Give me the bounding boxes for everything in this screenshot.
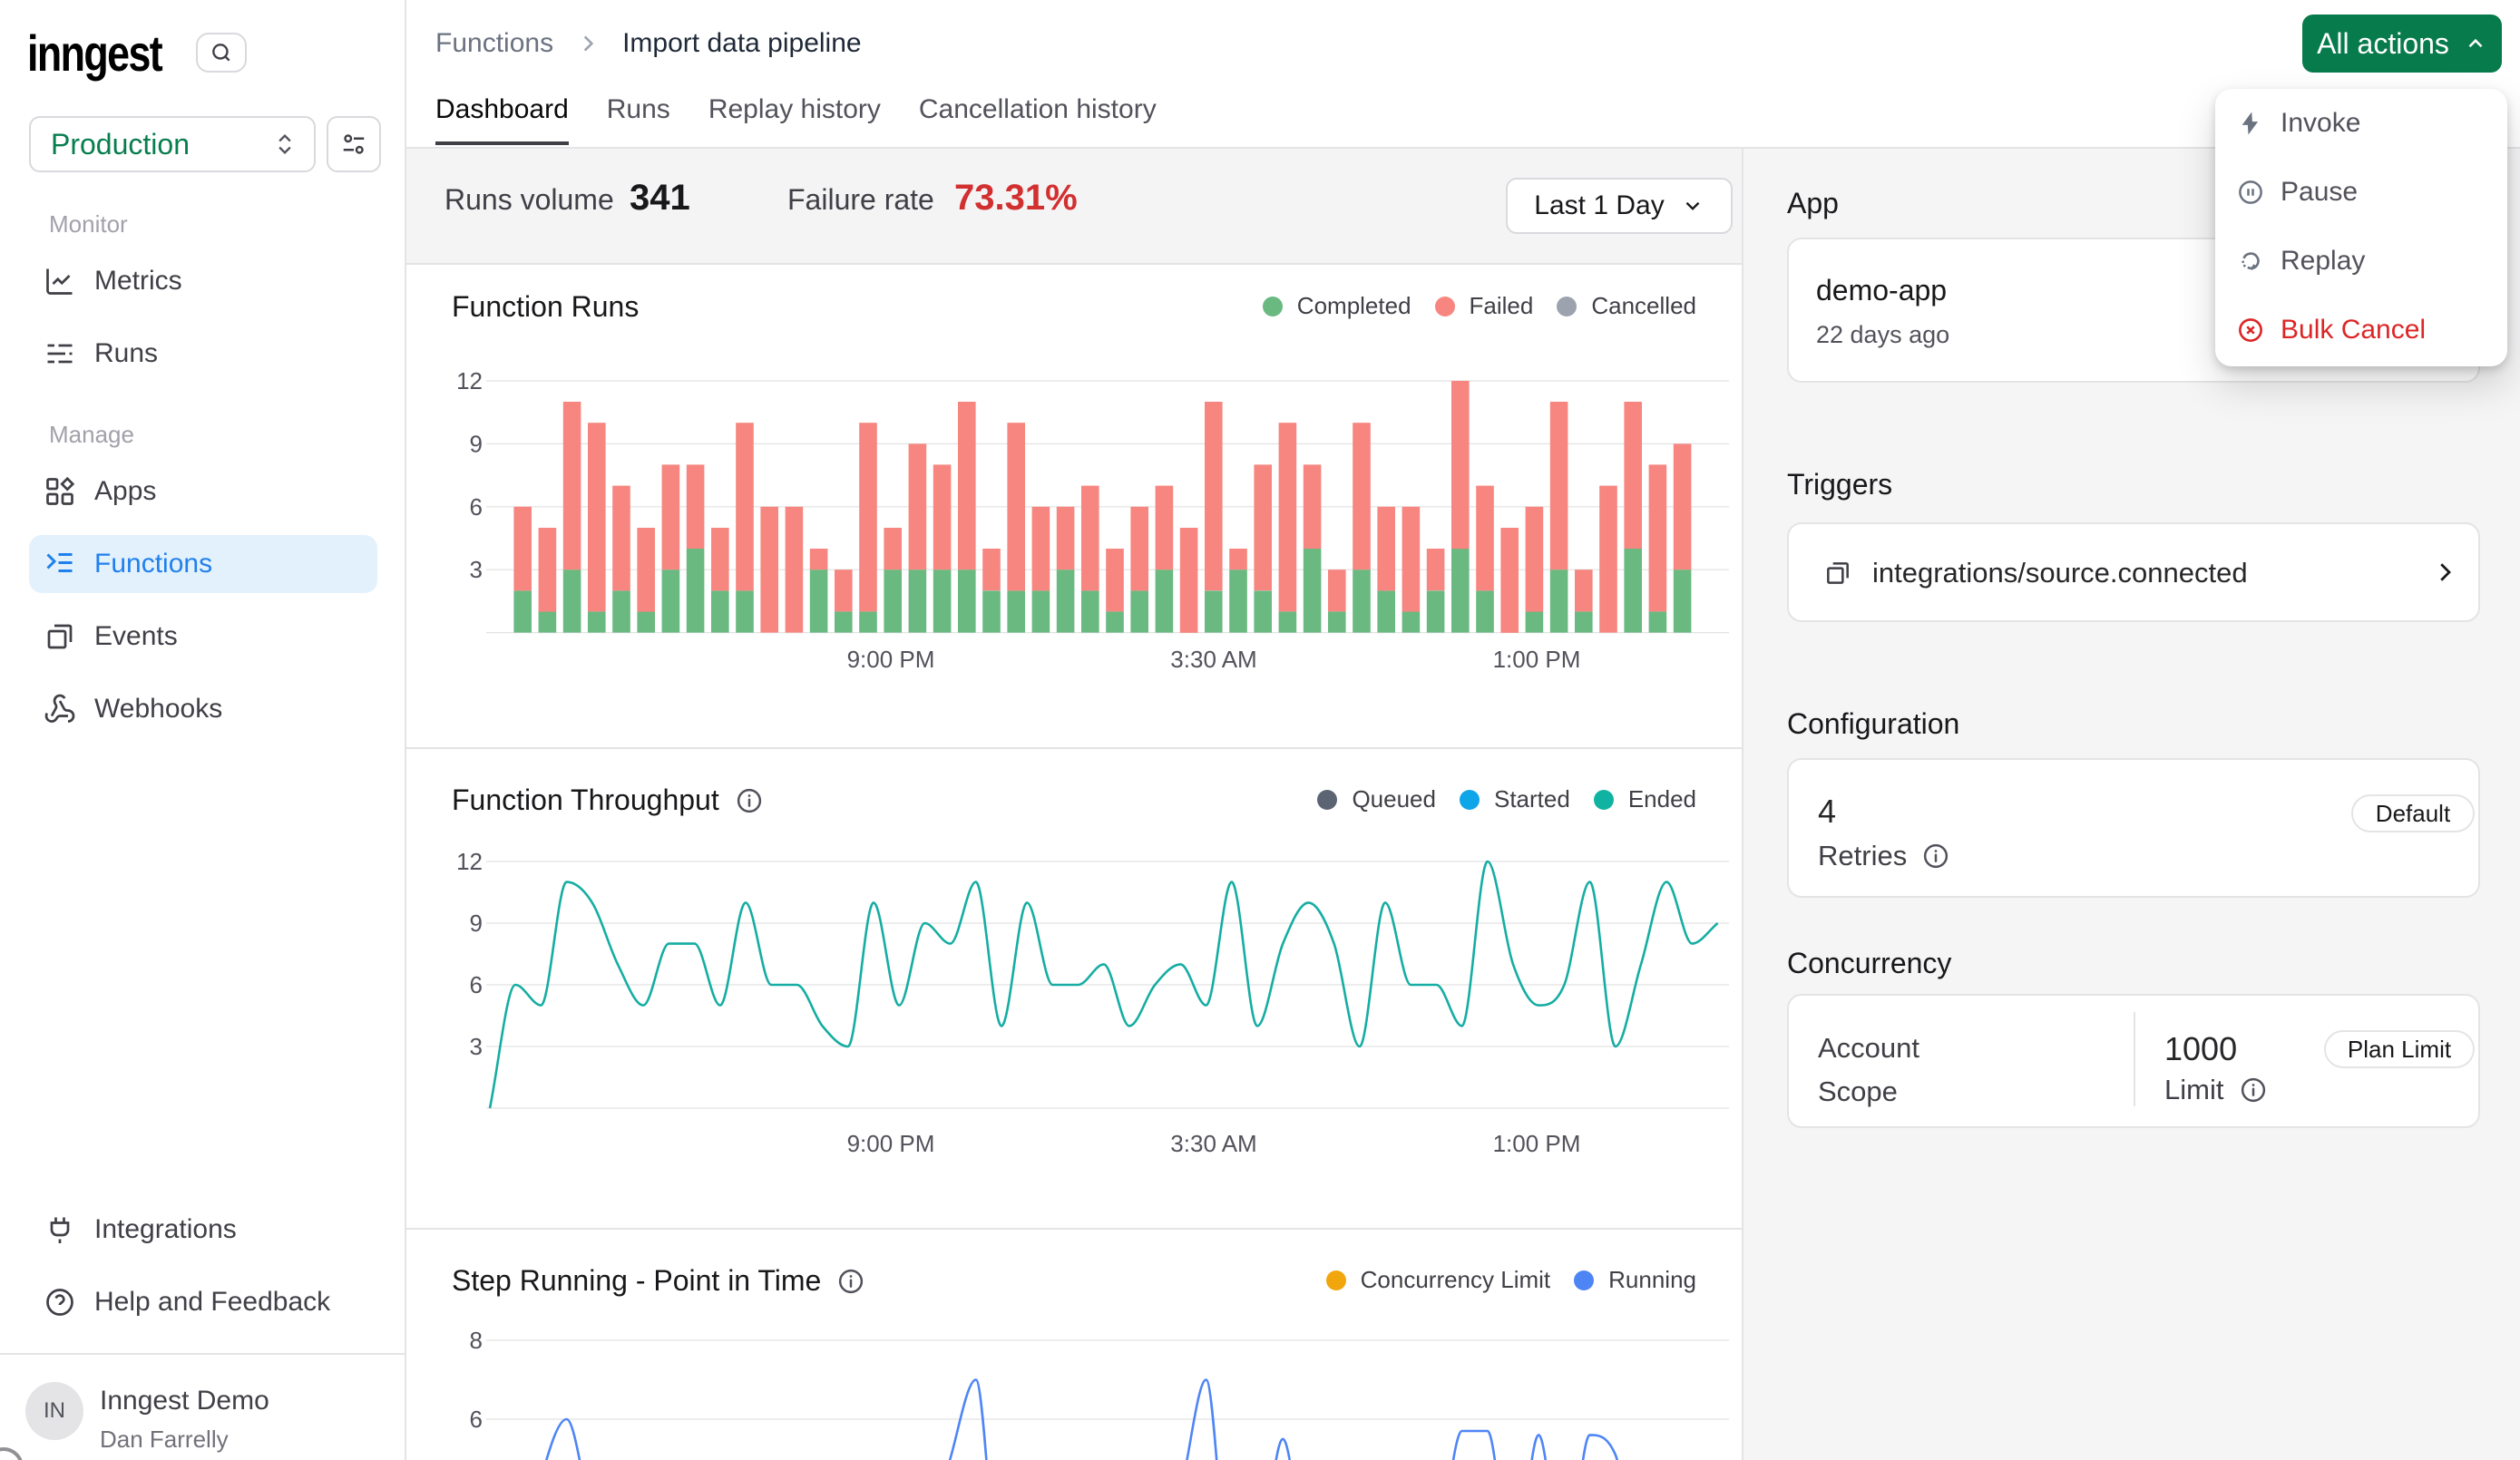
svg-text:6: 6 — [470, 971, 483, 998]
svg-text:3:30 AM: 3:30 AM — [1170, 646, 1256, 671]
svg-text:6: 6 — [470, 493, 483, 521]
svg-text:9:00 PM: 9:00 PM — [847, 646, 935, 671]
svg-text:3: 3 — [470, 556, 483, 583]
svg-text:3: 3 — [470, 1033, 483, 1060]
svg-text:1:00 PM: 1:00 PM — [1493, 1130, 1581, 1157]
svg-text:9:00 PM: 9:00 PM — [847, 1130, 935, 1157]
svg-text:8: 8 — [470, 1327, 483, 1354]
svg-text:9: 9 — [470, 430, 483, 457]
svg-text:6: 6 — [470, 1406, 483, 1433]
svg-text:9: 9 — [470, 910, 483, 937]
svg-text:3:30 AM: 3:30 AM — [1170, 1130, 1256, 1157]
svg-text:12: 12 — [456, 367, 483, 394]
svg-text:12: 12 — [456, 848, 483, 875]
svg-text:1:00 PM: 1:00 PM — [1493, 646, 1581, 671]
